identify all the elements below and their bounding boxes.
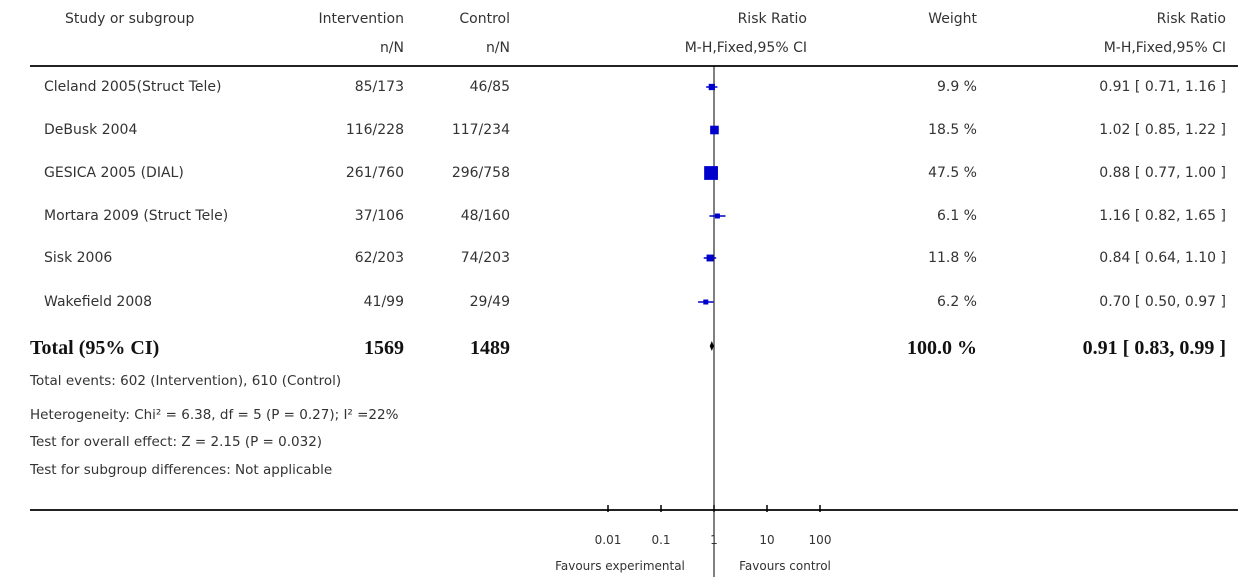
study-name: Wakefield 2008 xyxy=(44,294,153,310)
total-weight: 100.0 % xyxy=(907,337,977,359)
heterogeneity-note: Heterogeneity: Chi² = 6.38, df = 5 (P = … xyxy=(30,407,399,423)
study-intervention: 37/106 xyxy=(354,208,404,224)
header-rule xyxy=(30,65,1238,67)
study-marker xyxy=(708,83,715,91)
study-control: 117/234 xyxy=(451,122,510,138)
favours-control-label: Favours control xyxy=(739,559,831,573)
study-control: 29/49 xyxy=(469,294,510,310)
col-header-study: Study or subgroup xyxy=(65,11,195,27)
study-control: 74/203 xyxy=(460,250,510,266)
axis-tick-label: 100 xyxy=(809,533,832,547)
col-header-risk-ratio: Risk Ratio xyxy=(737,11,807,27)
overall-effect-note: Test for overall effect: Z = 2.15 (P = 0… xyxy=(30,434,323,450)
col-header-weight: Weight xyxy=(928,11,977,27)
subgroup-note: Test for subgroup differences: Not appli… xyxy=(30,462,333,478)
study-control: 46/85 xyxy=(469,79,510,95)
total-label: Total (95% CI) xyxy=(30,337,160,359)
axis-tick-label: 0.1 xyxy=(651,533,670,547)
study-weight: 47.5 % xyxy=(928,165,977,181)
total-control: 1489 xyxy=(470,337,510,359)
study-marker xyxy=(710,125,719,135)
study-name: Mortara 2009 (Struct Tele) xyxy=(44,208,229,224)
study-marker xyxy=(703,299,709,305)
axis-tick-label: 10 xyxy=(759,533,774,547)
favours-experimental-label: Favours experimental xyxy=(555,559,685,573)
col-header-intervention: Intervention xyxy=(318,11,404,27)
study-weight: 9.9 % xyxy=(936,79,977,95)
study-intervention: 41/99 xyxy=(363,294,404,310)
study-name: Cleland 2005(Struct Tele) xyxy=(44,79,222,95)
axis-tick-label: 1 xyxy=(710,533,718,547)
study-ci: 0.84 [ 0.64, 1.10 ] xyxy=(1099,250,1226,266)
study-ci: 0.91 [ 0.71, 1.16 ] xyxy=(1099,79,1226,95)
study-weight: 18.5 % xyxy=(928,122,977,138)
study-ci: 1.16 [ 0.82, 1.65 ] xyxy=(1099,208,1226,224)
study-ci: 0.70 [ 0.50, 0.97 ] xyxy=(1099,294,1226,310)
total-intervention: 1569 xyxy=(364,337,404,359)
study-control: 48/160 xyxy=(460,208,510,224)
col-subheader-method-right: M-H,Fixed,95% CI xyxy=(1103,40,1226,56)
study-intervention: 261/760 xyxy=(345,165,404,181)
col-subheader-method: M-H,Fixed,95% CI xyxy=(684,40,807,56)
study-marker xyxy=(714,213,720,219)
footer-rule xyxy=(30,509,1238,511)
study-name: Sisk 2006 xyxy=(44,250,113,266)
study-marker xyxy=(706,254,714,262)
col-subheader-control: n/N xyxy=(485,40,510,56)
study-name: DeBusk 2004 xyxy=(44,122,138,138)
study-name: GESICA 2005 (DIAL) xyxy=(44,165,184,181)
col-header-risk-ratio-right: Risk Ratio xyxy=(1156,11,1226,27)
study-weight: 6.2 % xyxy=(936,294,977,310)
axis-tick-label: 0.01 xyxy=(595,533,622,547)
study-weight: 11.8 % xyxy=(928,250,977,266)
study-marker xyxy=(704,166,718,180)
col-header-control: Control xyxy=(459,11,510,27)
study-ci: 0.88 [ 0.77, 1.00 ] xyxy=(1099,165,1226,181)
col-subheader-intervention: n/N xyxy=(379,40,404,56)
total-events-note: Total events: 602 (Intervention), 610 (C… xyxy=(30,373,342,389)
study-intervention: 62/203 xyxy=(354,250,404,266)
study-intervention: 85/173 xyxy=(354,79,404,95)
study-intervention: 116/228 xyxy=(345,122,404,138)
study-ci: 1.02 [ 0.85, 1.22 ] xyxy=(1099,122,1226,138)
total-ci: 0.91 [ 0.83, 0.99 ] xyxy=(1082,337,1226,359)
total-diamond xyxy=(709,341,714,351)
study-control: 296/758 xyxy=(451,165,510,181)
study-weight: 6.1 % xyxy=(936,208,977,224)
